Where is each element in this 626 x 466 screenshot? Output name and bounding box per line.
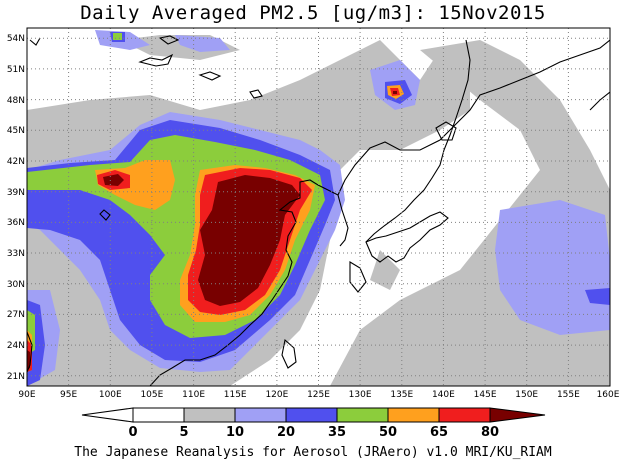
credit-line: The Japanese Reanalysis for Aerosol (JRA… bbox=[74, 445, 552, 460]
map-field bbox=[27, 28, 610, 386]
lon-tick-label: 105E bbox=[140, 390, 163, 400]
field-level-20-region bbox=[585, 288, 610, 305]
colorbar: 0 5 10 20 35 50 65 80 bbox=[81, 407, 546, 440]
field-level-80-region bbox=[393, 91, 397, 94]
colorbar-label: 20 bbox=[277, 425, 295, 440]
lat-tick-label: 39N bbox=[7, 188, 25, 198]
lon-tick-label: 110E bbox=[182, 390, 205, 400]
colorbar-label: 80 bbox=[481, 425, 499, 440]
coastlines bbox=[27, 35, 610, 386]
colorbar-label: 5 bbox=[179, 425, 188, 440]
lon-tick-label: 125E bbox=[307, 390, 330, 400]
lon-tick-label: 150E bbox=[515, 390, 538, 400]
lon-tick-label: 100E bbox=[99, 390, 122, 400]
lat-tick-label: 21N bbox=[7, 372, 25, 382]
colorbar-label: 0 bbox=[128, 425, 137, 440]
lon-tick-label: 135E bbox=[390, 390, 413, 400]
lon-tick-label: 160E bbox=[597, 390, 620, 400]
colorbar-segment-0 bbox=[132, 407, 185, 423]
lon-tick-label: 90E bbox=[18, 390, 35, 400]
colorbar-label: 65 bbox=[430, 425, 448, 440]
colorbar-segment-50 bbox=[387, 407, 440, 423]
lon-tick-labels: 90E 95E 100E 105E 110E 115E 120E 125E 13… bbox=[18, 390, 619, 400]
map-title: Daily Averaged PM2.5 [ug/m3]: 15Nov2015 bbox=[80, 2, 546, 24]
lat-tick-label: 33N bbox=[7, 249, 25, 259]
lon-tick-label: 120E bbox=[265, 390, 288, 400]
lat-tick-labels: 21N 24N 27N 30N 33N 36N 39N 42N 45N 48N … bbox=[7, 34, 25, 382]
colorbar-segment-10 bbox=[234, 407, 287, 423]
lat-tick-label: 36N bbox=[7, 218, 25, 228]
colorbar-upper-arrow bbox=[489, 407, 546, 423]
lat-tick-label: 54N bbox=[7, 34, 25, 44]
lat-tick-label: 51N bbox=[7, 65, 25, 75]
lon-tick-label: 145E bbox=[474, 390, 497, 400]
colorbar-segment-35 bbox=[336, 407, 389, 423]
colorbar-segment-20 bbox=[285, 407, 338, 423]
lon-tick-label: 155E bbox=[557, 390, 580, 400]
colorbar-segment-65 bbox=[438, 407, 491, 423]
lon-tick-label: 115E bbox=[224, 390, 247, 400]
colorbar-label: 50 bbox=[379, 425, 397, 440]
lon-tick-label: 95E bbox=[60, 390, 77, 400]
field-level-10-region bbox=[495, 200, 610, 335]
lat-tick-label: 24N bbox=[7, 341, 25, 351]
field-level-80-region bbox=[198, 175, 300, 306]
lon-tick-label: 140E bbox=[432, 390, 455, 400]
lat-tick-label: 30N bbox=[7, 280, 25, 290]
field-level-10-region bbox=[175, 35, 230, 52]
field-level-35-region bbox=[113, 33, 122, 40]
colorbar-lower-arrow bbox=[81, 407, 134, 423]
lat-tick-label: 45N bbox=[7, 126, 25, 136]
field-level-80-region bbox=[27, 350, 30, 370]
colorbar-label: 35 bbox=[328, 425, 346, 440]
lon-tick-label: 130E bbox=[349, 390, 372, 400]
map-frame bbox=[26, 27, 611, 387]
lat-tick-label: 27N bbox=[7, 310, 25, 320]
lat-tick-label: 42N bbox=[7, 157, 25, 167]
colorbar-segment-5 bbox=[183, 407, 236, 423]
lat-tick-label: 48N bbox=[7, 96, 25, 106]
field-level-80-region bbox=[103, 174, 124, 186]
colorbar-label: 10 bbox=[226, 425, 244, 440]
